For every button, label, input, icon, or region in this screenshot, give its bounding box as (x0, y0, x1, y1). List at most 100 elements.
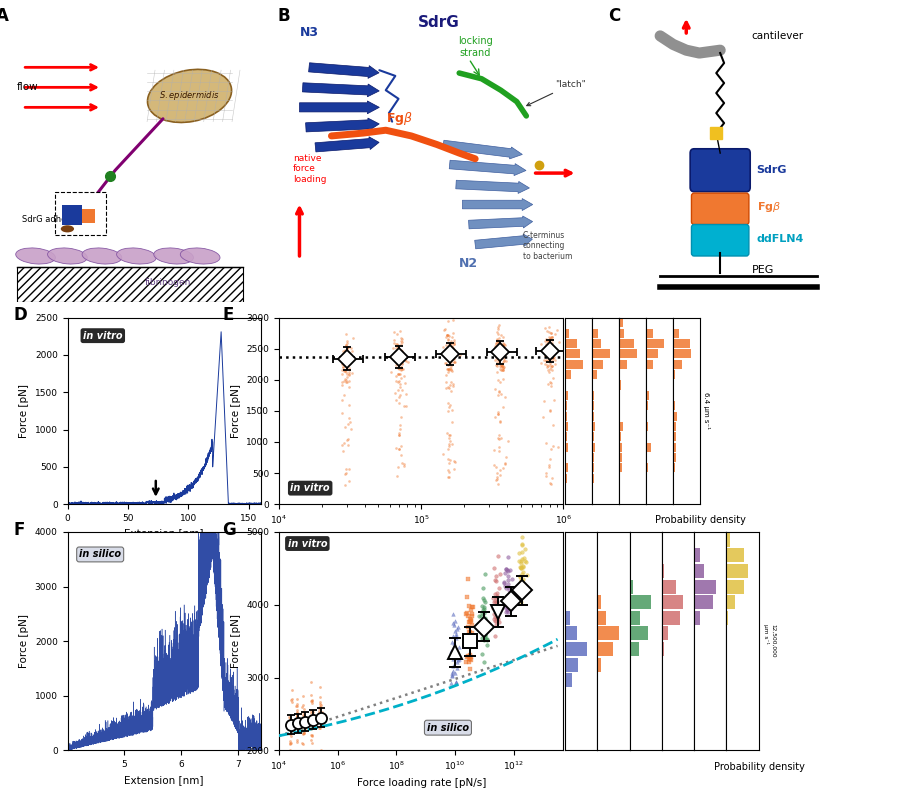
X-axis label: Force loading rate [pN/s]: Force loading rate [pN/s] (356, 778, 486, 788)
Point (496, 400, 510, 413)
Point (313, 708, 328, 721)
Point (312, 681, 327, 694)
Point (513, 585, 527, 598)
Point (492, 345, 507, 357)
FancyArrow shape (474, 234, 533, 249)
Point (440, 381, 454, 394)
Point (544, 337, 559, 350)
Point (443, 353, 457, 366)
Text: native
force
loading: native force loading (293, 154, 327, 183)
Point (392, 429, 406, 441)
Bar (646, 349, 658, 358)
Bar (673, 370, 675, 380)
Point (495, 359, 509, 372)
Point (494, 344, 508, 357)
Point (446, 630, 461, 642)
Point (334, 438, 348, 451)
Point (444, 364, 458, 376)
Point (283, 722, 297, 734)
Point (487, 596, 501, 609)
Point (305, 737, 320, 750)
Point (392, 353, 406, 365)
Point (476, 655, 491, 668)
Point (536, 345, 551, 358)
Point (394, 345, 409, 358)
Point (461, 573, 475, 586)
Bar (592, 422, 595, 431)
Point (501, 573, 516, 586)
Point (464, 654, 479, 667)
Bar (619, 349, 637, 358)
Point (440, 404, 454, 417)
Point (539, 437, 554, 449)
Bar (592, 391, 594, 400)
Point (500, 564, 514, 576)
Point (495, 360, 509, 372)
Point (546, 394, 561, 407)
Text: Probability density: Probability density (715, 762, 805, 773)
Point (392, 345, 406, 358)
Point (336, 360, 350, 373)
Point (390, 328, 404, 341)
Bar (565, 339, 578, 348)
FancyArrow shape (309, 63, 379, 79)
Point (337, 389, 351, 402)
Bar (565, 442, 568, 452)
Point (340, 356, 355, 368)
Point (339, 341, 354, 353)
Point (441, 443, 455, 456)
Point (540, 335, 554, 348)
Point (304, 714, 319, 727)
Point (335, 407, 349, 419)
Point (314, 706, 328, 719)
Point (305, 714, 320, 727)
Point (297, 719, 311, 731)
Point (453, 652, 467, 665)
Bar (662, 611, 680, 625)
Point (440, 315, 454, 328)
Point (304, 676, 319, 688)
Point (542, 321, 556, 333)
Point (394, 331, 409, 344)
Point (441, 363, 455, 376)
Point (290, 725, 304, 738)
Point (442, 364, 456, 376)
Point (539, 354, 554, 367)
Point (541, 337, 555, 350)
Point (290, 751, 304, 764)
Bar (619, 401, 620, 410)
Point (476, 592, 491, 604)
Point (290, 698, 304, 711)
Point (464, 615, 478, 627)
Point (447, 338, 462, 351)
Bar (726, 564, 748, 578)
Point (395, 333, 410, 345)
Point (338, 372, 352, 385)
Point (492, 444, 507, 457)
Point (312, 707, 327, 719)
Point (389, 359, 403, 372)
Point (284, 719, 298, 732)
Bar (673, 464, 675, 472)
Point (474, 632, 489, 645)
Point (291, 726, 305, 738)
Point (488, 630, 502, 643)
Point (305, 694, 320, 707)
Point (447, 355, 462, 368)
Point (397, 370, 411, 383)
Point (539, 338, 554, 351)
Text: in silico: in silico (427, 723, 469, 733)
Point (516, 568, 530, 580)
Point (343, 351, 357, 364)
Bar (673, 411, 677, 421)
Point (338, 479, 352, 491)
Point (493, 350, 508, 363)
Point (345, 367, 359, 380)
Point (543, 453, 557, 465)
Point (490, 348, 504, 360)
Point (491, 323, 506, 336)
Point (391, 354, 405, 367)
Point (393, 349, 408, 362)
Point (496, 337, 510, 349)
Point (461, 620, 475, 633)
